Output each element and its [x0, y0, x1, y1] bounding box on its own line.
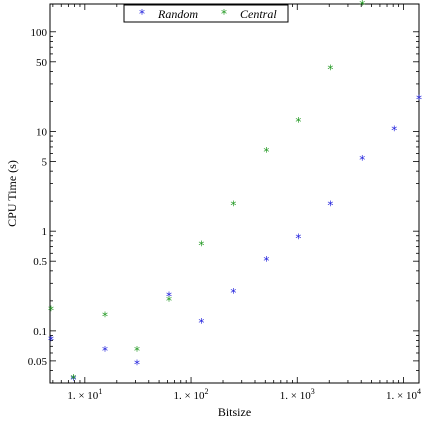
- legend-label-random: Random: [157, 7, 198, 21]
- data-point-central: *: [198, 238, 204, 252]
- y-tick-label: 0.5: [33, 256, 47, 268]
- y-tick-label: 0.05: [28, 356, 48, 368]
- legend-label-central: Central: [240, 7, 277, 21]
- data-point-central: *: [263, 145, 269, 159]
- data-point-random: *: [391, 124, 397, 138]
- data-point-central: *: [295, 115, 301, 129]
- data-point-random: *: [230, 286, 236, 300]
- legend-marker-central: *: [221, 7, 227, 21]
- x-tick-label: 1. × 101: [67, 387, 102, 402]
- data-point-random: *: [198, 316, 204, 330]
- data-point-central: *: [359, 0, 365, 12]
- y-tick-label: 10: [36, 126, 48, 138]
- y-tick-label: 50: [36, 57, 48, 69]
- y-axis-ticks: 0.05 0.1 0.5 1 5 10 50 100: [28, 27, 419, 384]
- y-tick-label: 100: [31, 27, 48, 39]
- data-point-random: *: [134, 357, 140, 371]
- data-point-random: *: [48, 334, 54, 348]
- data-point-central: *: [134, 344, 140, 358]
- data-point-central: *: [102, 309, 108, 323]
- data-point-random: *: [263, 254, 269, 268]
- plot-frame: [49, 3, 420, 384]
- y-tick-label: 0.1: [33, 326, 47, 338]
- data-point-central: *: [327, 62, 333, 76]
- data-point-random: *: [102, 344, 108, 358]
- y-tick-label: 1: [42, 226, 48, 238]
- x-tick-label: 1. × 104: [386, 387, 421, 402]
- data-point-central: *: [166, 294, 172, 308]
- axes: [49, 3, 420, 384]
- legend-marker-random: *: [139, 7, 145, 21]
- legend: * Random * Central: [123, 4, 289, 23]
- data-point-central: *: [230, 199, 236, 213]
- legend-box: [123, 4, 289, 23]
- x-tick-label: 1. × 103: [280, 387, 315, 402]
- data-point-central: *: [70, 372, 76, 386]
- data-point-random: *: [70, 373, 76, 387]
- x-tick-label: 1. × 102: [174, 387, 209, 402]
- data-point-random: *: [416, 92, 422, 106]
- data-point-random: *: [166, 290, 172, 304]
- y-axis-title: CPU Time (s): [5, 160, 19, 227]
- x-axis-ticks: 1. × 101 1. × 102 1. × 103 1. × 104: [52, 4, 421, 402]
- x-axis-title: Bitsize: [218, 405, 251, 419]
- data-point-central: *: [48, 304, 54, 318]
- y-tick-label: 5: [42, 156, 48, 168]
- data-point-random: *: [359, 153, 365, 167]
- data-point-random: *: [327, 199, 333, 213]
- data-point-random: *: [295, 232, 301, 246]
- data-points: ************************: [48, 0, 422, 387]
